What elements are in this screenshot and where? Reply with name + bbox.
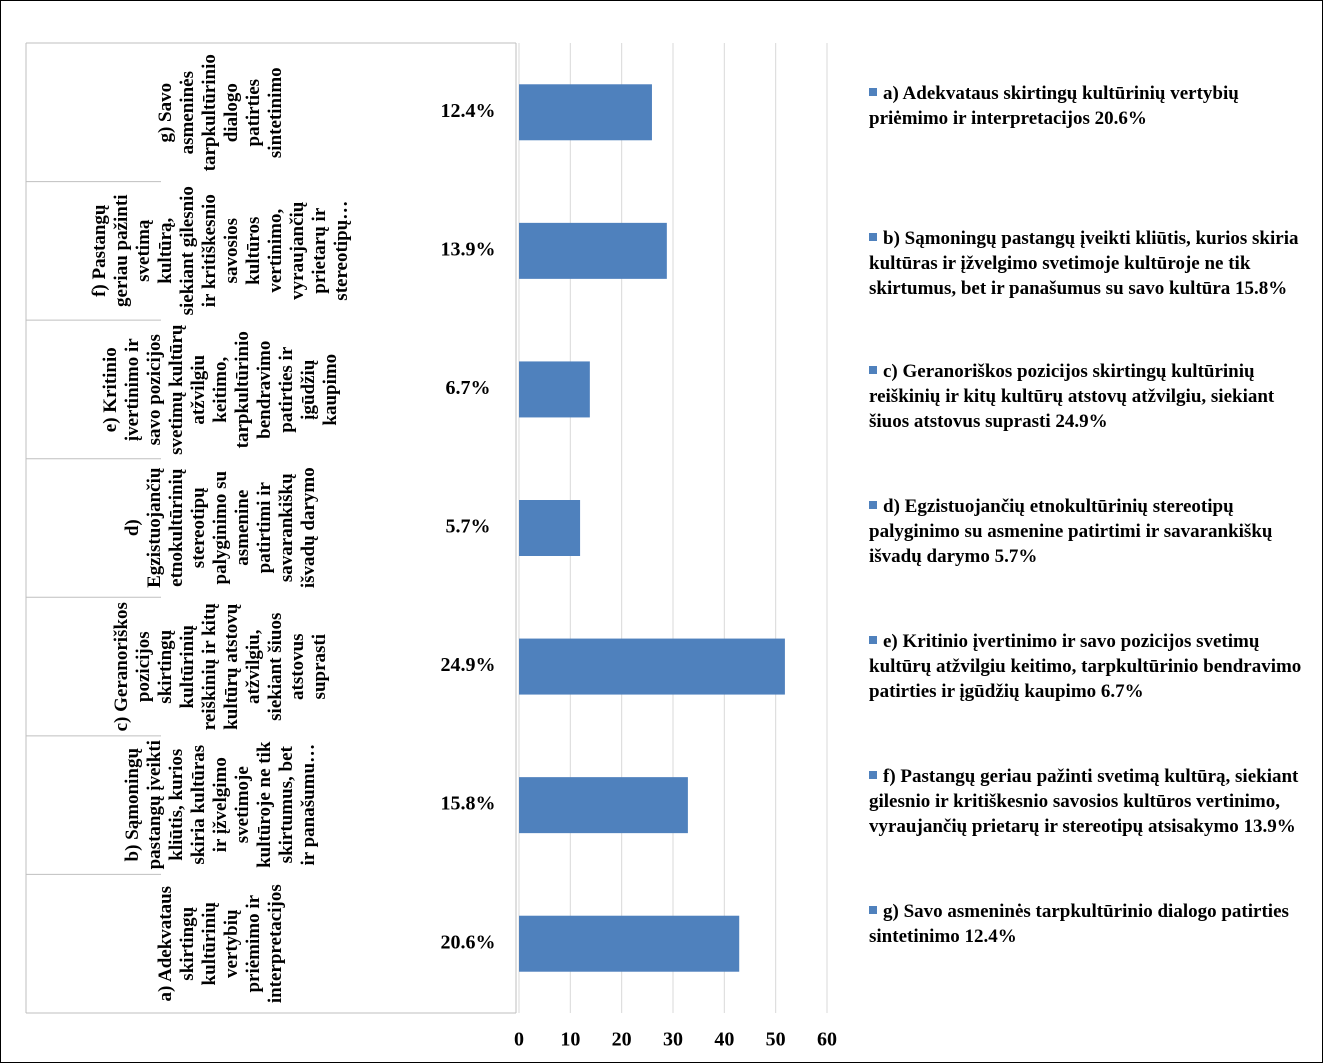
x-tick-label: 30: [663, 1029, 683, 1051]
x-tick-label: 10: [560, 1029, 580, 1051]
legend-entry: f) Pastangų geriau pažinti svetimą kultū…: [869, 764, 1314, 839]
sub-category-label: 20.6%: [441, 931, 496, 953]
bar: [519, 84, 652, 141]
legend-swatch: [869, 233, 877, 241]
sub-category-label: 5.7%: [446, 516, 491, 538]
sub-category-label: 13.9%: [441, 238, 496, 260]
category-label: f) Pastangų geriau pažinti svetimą kultū…: [89, 186, 352, 316]
bar: [519, 222, 667, 279]
bar: [519, 777, 688, 834]
bar: [519, 361, 590, 418]
category-label: d) Egzistuojančių etnokultūrinių stereot…: [122, 467, 319, 589]
sub-category-label: 15.8%: [441, 793, 496, 815]
legend-text: d) Egzistuojančių etnokultūrinių stereot…: [869, 496, 1273, 567]
legend-text: g) Savo asmeninės tarpkultūrinio dialogo…: [869, 901, 1289, 947]
legend-swatch: [869, 636, 877, 644]
category-label: c) Geranoriškos pozicijos skirtingų kult…: [111, 601, 330, 732]
sub-category-label: 6.7%: [446, 377, 491, 399]
legend-swatch: [869, 501, 877, 509]
legend-text: f) Pastangų geriau pažinti svetimą kultū…: [869, 766, 1299, 837]
legend-text: c) Geranoriškos pozicijos skirtingų kult…: [869, 361, 1275, 432]
legend-entry: e) Kritinio įvertinimo ir savo pozicijos…: [869, 629, 1314, 704]
legend-entry: d) Egzistuojančių etnokultūrinių stereot…: [869, 494, 1314, 569]
x-tick-label: 0: [514, 1029, 524, 1051]
category-label: a) Adekvataus skirtingų kultūrinių verty…: [155, 884, 286, 1004]
x-tick-label: 40: [714, 1029, 734, 1051]
legend-swatch: [869, 906, 877, 914]
legend-swatch: [869, 366, 877, 374]
legend-text: a) Adekvataus skirtingų kultūrinių verty…: [869, 83, 1239, 129]
legend-swatch: [869, 771, 877, 779]
bar: [519, 638, 785, 695]
legend-entry: a) Adekvataus skirtingų kultūrinių verty…: [869, 81, 1314, 131]
bar: [519, 915, 740, 972]
legend-text: b) Sąmoningų pastangų įveikti kliūtis, k…: [869, 228, 1299, 299]
bar: [519, 500, 581, 556]
sub-category-label: 12.4%: [441, 100, 496, 122]
x-tick-label: 50: [766, 1029, 786, 1051]
legend-entry: b) Sąmoningų pastangų įveikti kliūtis, k…: [869, 226, 1314, 301]
category-label: g) Savo asmeninės tarpkultūrinio dialogo…: [155, 53, 286, 171]
legend-text: e) Kritinio įvertinimo ir savo pozicijos…: [869, 631, 1302, 702]
x-tick-label: 60: [817, 1029, 837, 1051]
legend-swatch: [869, 88, 877, 96]
legend-entry: g) Savo asmeninės tarpkultūrinio dialogo…: [869, 899, 1314, 949]
sub-category-label: 24.9%: [441, 654, 496, 676]
category-label: b) Sąmoningų pastangų įveikti kliūtis, k…: [122, 740, 319, 870]
category-label: e) Kritinio įvertinimo ir savo pozicijos…: [100, 324, 341, 455]
x-tick-label: 20: [612, 1029, 632, 1051]
legend-entry: c) Geranoriškos pozicijos skirtingų kult…: [869, 359, 1314, 434]
